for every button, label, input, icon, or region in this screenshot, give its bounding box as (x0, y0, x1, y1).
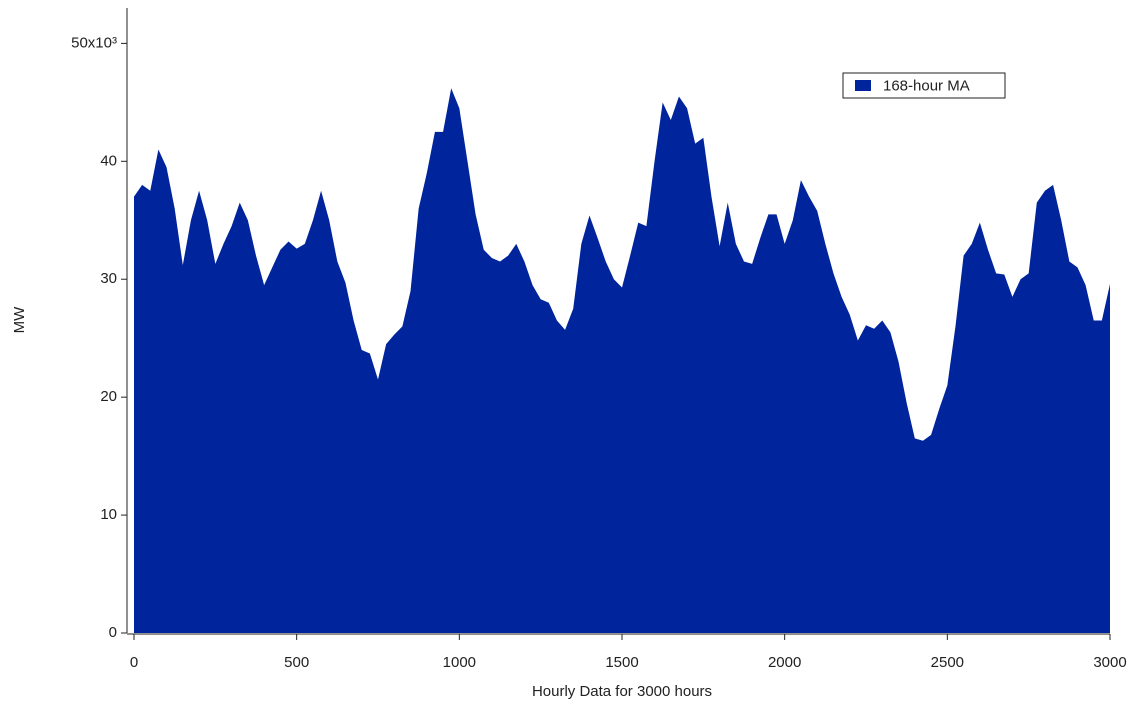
x-tick-label: 0 (130, 654, 138, 671)
legend-swatch (855, 80, 871, 91)
legend: 168-hour MA (842, 72, 1006, 99)
x-tick-label: 2500 (931, 654, 964, 671)
legend-label: 168-hour MA (883, 77, 970, 94)
x-tick-label: 500 (284, 654, 309, 671)
x-axis-label: Hourly Data for 3000 hours (532, 683, 712, 700)
y-tick-label: 30 (100, 270, 117, 287)
y-tick-label: 0 (109, 624, 117, 641)
y-axis-label: MW (11, 306, 28, 333)
x-tick-label: 2000 (768, 654, 801, 671)
y-tick-label: 20 (100, 388, 117, 405)
y-tick-label: 10 (100, 506, 117, 523)
x-tick-label: 1500 (605, 654, 638, 671)
y-tick-label: 50x10³ (71, 34, 117, 51)
area (134, 88, 1110, 634)
y-tick-label: 40 (100, 152, 117, 169)
x-tick-label: 1000 (443, 654, 476, 671)
x-tick-label: 3000 (1093, 654, 1126, 671)
